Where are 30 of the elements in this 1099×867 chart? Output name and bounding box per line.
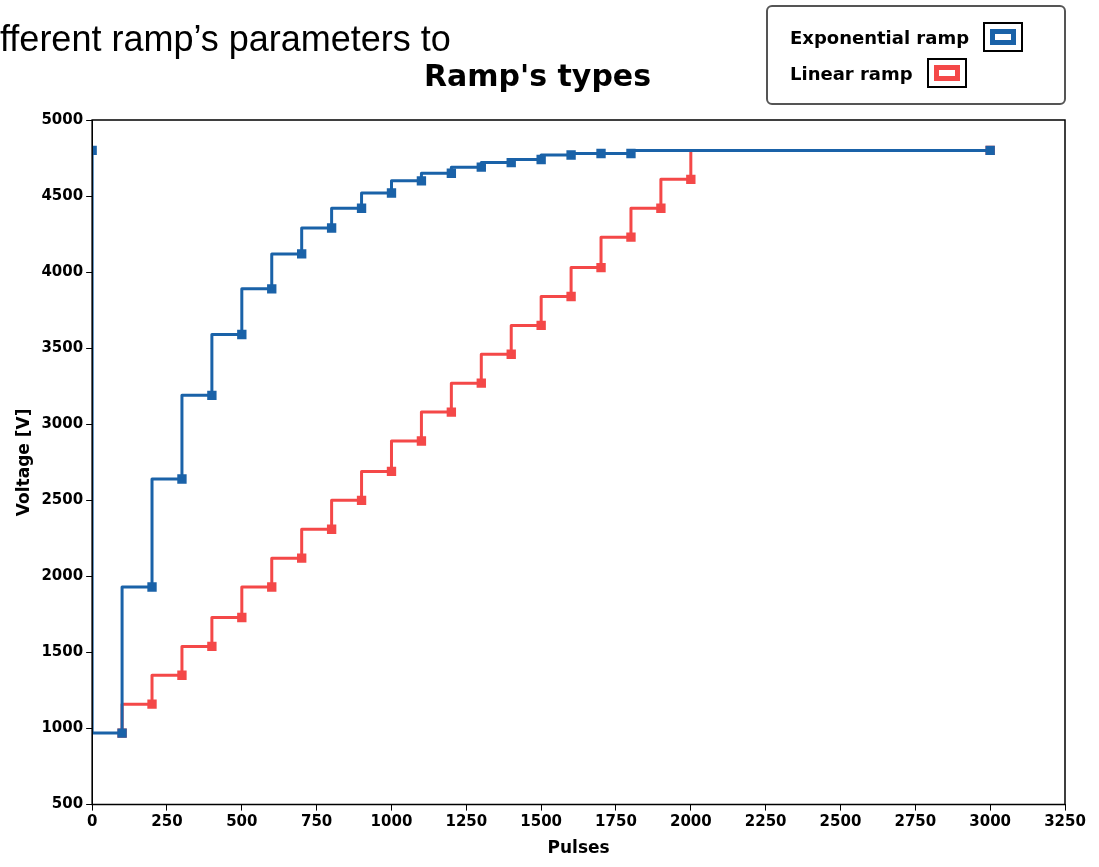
- y-tick-label: 5000: [41, 109, 84, 128]
- y-tick-label: 4500: [41, 185, 84, 204]
- x-axis-title: Pulses: [547, 837, 610, 858]
- x-tick-label: 500: [226, 812, 258, 831]
- x-tick-label: 750: [301, 812, 333, 831]
- x-tick-label: 250: [151, 812, 183, 831]
- y-tick-label: 2500: [41, 490, 84, 509]
- y-tick-label: 4000: [41, 262, 84, 281]
- x-tick-label: 1250: [445, 812, 488, 831]
- legend-label: Linear ramp: [790, 62, 913, 84]
- x-tick-label: 1000: [370, 812, 413, 831]
- x-tick-label: 2500: [819, 812, 862, 831]
- x-tick-label: 1750: [595, 812, 637, 831]
- y-tick-label: 1000: [41, 718, 84, 737]
- y-tick-label: 3000: [41, 414, 84, 433]
- x-tick-label: 2750: [894, 812, 937, 831]
- x-tick-label: 2000: [669, 812, 712, 831]
- legend-label: Exponential ramp: [790, 26, 970, 48]
- x-tick-label: 0: [86, 812, 98, 831]
- y-tick-label: 3500: [41, 338, 84, 357]
- y-axis-title: Voltage [V]: [12, 408, 33, 517]
- x-tick-label: 3250: [1044, 812, 1086, 831]
- y-tick-label: 1500: [41, 642, 84, 661]
- y-tick-label: 500: [51, 794, 84, 813]
- x-tick-label: 2250: [744, 812, 787, 831]
- chart-title: Ramp's types: [423, 57, 652, 93]
- text: fferent ramp’s parameters to: [0, 18, 451, 60]
- y-tick-label: 2000: [41, 566, 84, 585]
- x-tick-label: 1500: [520, 812, 563, 831]
- x-tick-label: 3000: [969, 812, 1012, 831]
